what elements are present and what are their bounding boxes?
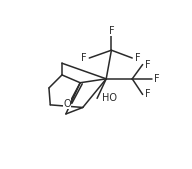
Text: F: F — [145, 89, 151, 99]
Text: F: F — [135, 53, 140, 63]
Text: F: F — [154, 74, 160, 84]
Text: F: F — [109, 26, 114, 36]
Text: F: F — [145, 59, 151, 69]
Text: HO: HO — [102, 93, 117, 103]
Text: O: O — [63, 99, 71, 108]
Text: F: F — [81, 53, 87, 63]
